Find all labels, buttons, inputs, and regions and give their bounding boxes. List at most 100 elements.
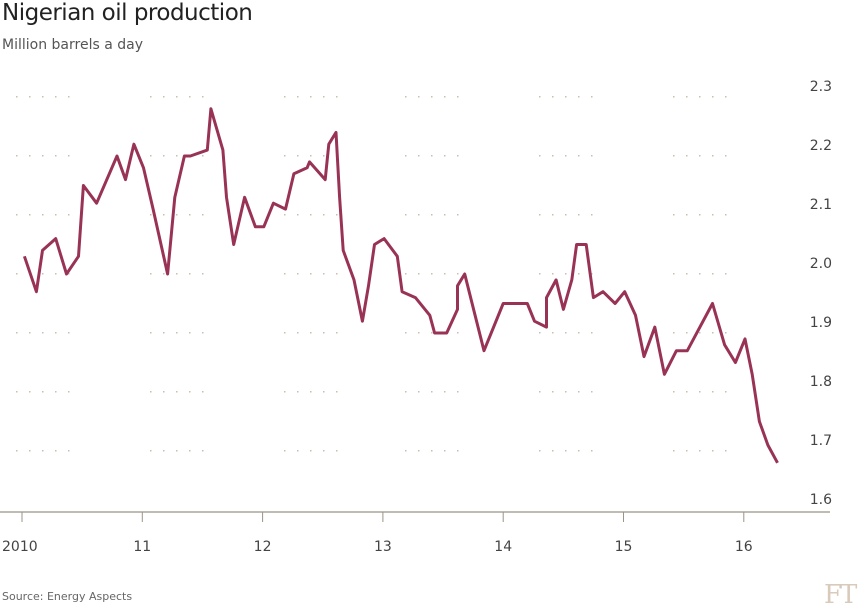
grid-dot xyxy=(310,155,312,157)
grid-dot xyxy=(284,332,286,334)
x-tick-label: 12 xyxy=(254,539,272,555)
x-tick-label: 16 xyxy=(735,539,753,555)
grid-dot xyxy=(578,391,580,393)
grid-dot xyxy=(673,155,675,157)
grid-dot xyxy=(297,273,299,275)
grid-dot xyxy=(189,332,191,334)
grid-dot xyxy=(725,273,727,275)
grid-dot xyxy=(284,214,286,216)
grid-dot xyxy=(29,450,31,452)
grid-dot xyxy=(699,155,701,157)
grid-dot xyxy=(457,96,459,98)
ft-logo: FT xyxy=(824,580,855,610)
grid-dot xyxy=(310,273,312,275)
grid-dot xyxy=(55,450,57,452)
grid-dot xyxy=(539,273,541,275)
grid-dot xyxy=(336,450,338,452)
grid-dot xyxy=(405,450,407,452)
grid-dot xyxy=(297,214,299,216)
y-tick-label: 1.6 xyxy=(810,492,832,508)
x-tick-label: 14 xyxy=(494,539,512,555)
grid-dot xyxy=(539,450,541,452)
grid-dot xyxy=(725,450,727,452)
grid-dot xyxy=(673,332,675,334)
grid-dot xyxy=(418,96,420,98)
y-tick-label: 2.2 xyxy=(810,138,832,154)
grid-dot xyxy=(418,332,420,334)
grid-dot xyxy=(202,214,204,216)
grid-dot xyxy=(591,391,593,393)
grid-dot xyxy=(284,273,286,275)
grid-dot xyxy=(16,155,18,157)
source-note: Source: Energy Aspects xyxy=(2,590,132,603)
grid-dot xyxy=(336,391,338,393)
grid-dot xyxy=(565,96,567,98)
grid-dot xyxy=(176,450,178,452)
grid-dot xyxy=(297,332,299,334)
grid-dot xyxy=(189,96,191,98)
x-tick-label: 15 xyxy=(615,539,633,555)
grid-dot xyxy=(176,214,178,216)
grid-dot xyxy=(150,155,152,157)
grid-dot xyxy=(578,214,580,216)
grid-dot xyxy=(297,450,299,452)
grid-dot xyxy=(578,155,580,157)
grid-dot xyxy=(565,155,567,157)
grid-dot xyxy=(68,332,70,334)
grid-dot xyxy=(591,214,593,216)
grid-dot xyxy=(405,155,407,157)
grid-dot xyxy=(176,96,178,98)
grid-dot xyxy=(431,214,433,216)
grid-dot xyxy=(297,155,299,157)
grid-dot xyxy=(42,391,44,393)
grid-dot xyxy=(699,332,701,334)
grid-dot xyxy=(323,332,325,334)
grid-dot xyxy=(418,450,420,452)
grid-dot xyxy=(284,391,286,393)
grid-dot xyxy=(699,450,701,452)
grid-dot xyxy=(686,155,688,157)
grid-dot xyxy=(699,214,701,216)
grid-dot xyxy=(565,273,567,275)
y-tick-label: 1.8 xyxy=(810,374,832,390)
grid-dot xyxy=(418,391,420,393)
grid-dot xyxy=(16,96,18,98)
grid-dot xyxy=(539,391,541,393)
grid-dot xyxy=(673,96,675,98)
grid-dot xyxy=(163,214,165,216)
grid-dot xyxy=(444,96,446,98)
grid-dot xyxy=(712,96,714,98)
grid-dot xyxy=(163,96,165,98)
grid-dot xyxy=(725,332,727,334)
grid-dot xyxy=(323,214,325,216)
grid-dot xyxy=(431,155,433,157)
grid-dot xyxy=(699,273,701,275)
grid-dot xyxy=(284,155,286,157)
grid-dot xyxy=(444,214,446,216)
grid-dot xyxy=(457,273,459,275)
grid-dot xyxy=(725,391,727,393)
grid-dot xyxy=(310,96,312,98)
grid-dot xyxy=(42,214,44,216)
grid-dot xyxy=(457,450,459,452)
grid-dot xyxy=(405,214,407,216)
grid-dot xyxy=(150,332,152,334)
grid-dot xyxy=(150,214,152,216)
grid-dot xyxy=(405,273,407,275)
grid-dot xyxy=(457,332,459,334)
grid-dot xyxy=(202,450,204,452)
grid-dot xyxy=(552,155,554,157)
grid-dot xyxy=(712,155,714,157)
y-tick-label: 2.1 xyxy=(810,197,832,213)
series-line xyxy=(24,109,777,463)
grid-dot xyxy=(565,332,567,334)
grid-dot xyxy=(284,450,286,452)
grid-dot xyxy=(310,391,312,393)
grid-dot xyxy=(55,214,57,216)
grid-dot xyxy=(16,332,18,334)
grid-dot xyxy=(336,332,338,334)
grid-dot xyxy=(418,155,420,157)
grid-dot xyxy=(712,391,714,393)
grid-dot xyxy=(431,391,433,393)
grid-dot xyxy=(163,273,165,275)
